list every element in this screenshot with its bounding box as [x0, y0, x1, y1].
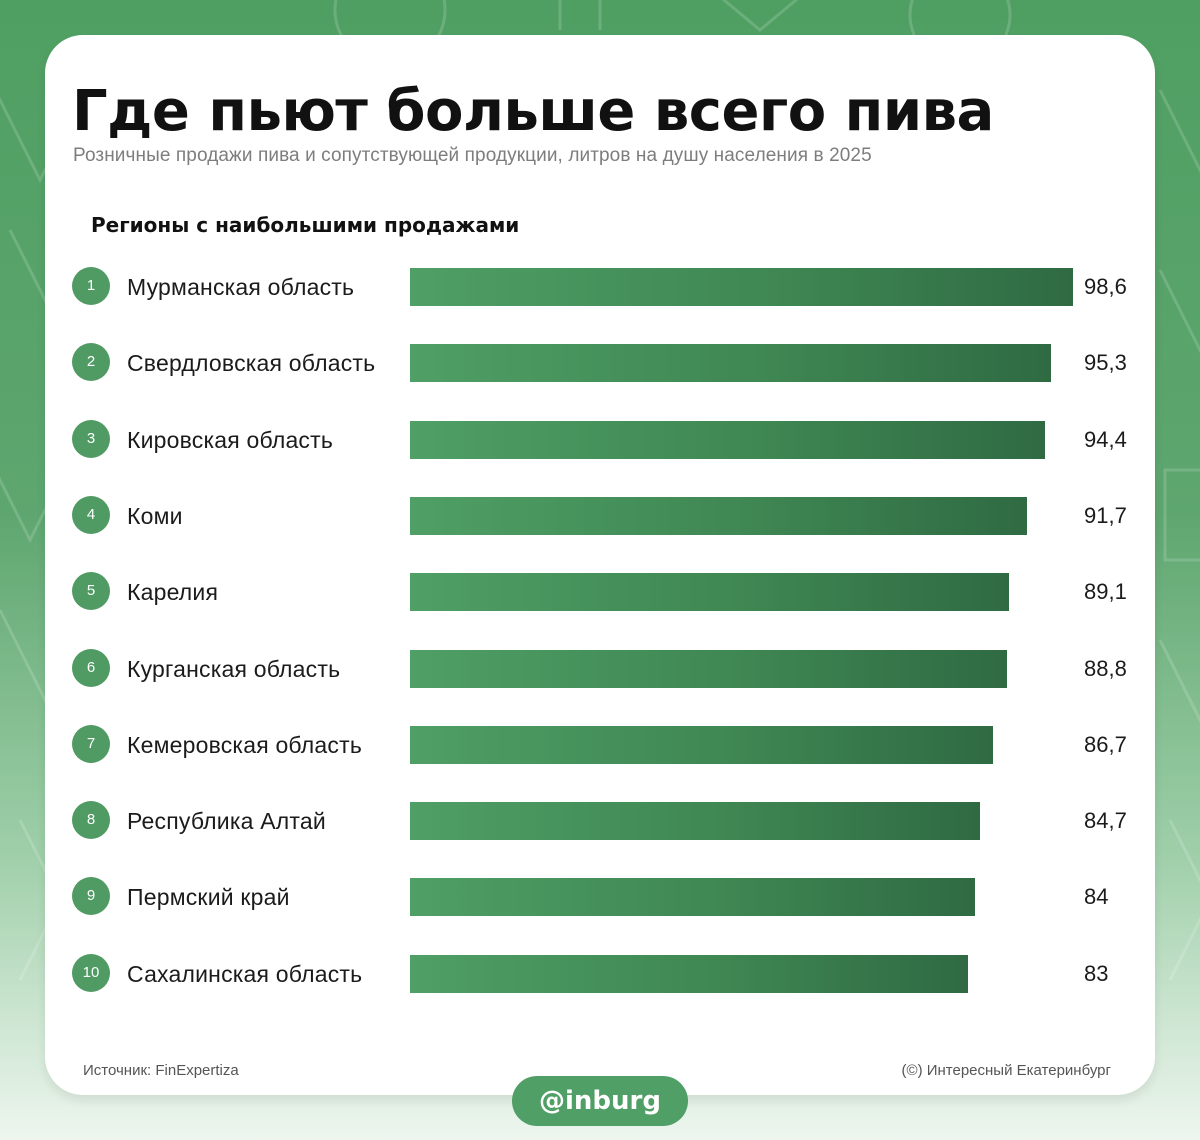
bar — [410, 649, 1008, 688]
bar-row: 4 Коми 91,7 — [45, 495, 1155, 536]
category-label: Свердловская область — [127, 350, 376, 377]
bar — [410, 802, 980, 841]
value-label: 91,7 — [1084, 502, 1127, 528]
value-label: 89,1 — [1084, 579, 1127, 605]
bar — [410, 344, 1051, 383]
source-note: Источник: FinExpertiza — [83, 1062, 239, 1079]
bar-row: 10 Сахалинская область 83 — [45, 953, 1155, 994]
value-label: 95,3 — [1084, 350, 1127, 376]
value-label: 98,6 — [1084, 274, 1127, 299]
category-label: Кемеровская область — [127, 731, 363, 758]
rank-badge: 9 — [72, 877, 110, 916]
value-label: 86,7 — [1084, 731, 1127, 757]
rank-badge: 1 — [72, 267, 110, 305]
value-label: 83 — [1084, 960, 1109, 986]
copyright-note: (©) Интересный Екатеринбург — [901, 1062, 1111, 1079]
bar — [410, 420, 1045, 459]
category-label: Сахалинская область — [127, 960, 363, 987]
category-label: Курганская область — [127, 655, 341, 682]
bar — [410, 268, 1073, 306]
bar-row: 9 Пермский край 84 — [45, 877, 1155, 917]
rank-badge: 7 — [72, 724, 110, 763]
bar — [410, 573, 1010, 612]
value-label: 84,7 — [1084, 808, 1127, 834]
rank-badge: 3 — [72, 419, 110, 458]
bar — [410, 496, 1027, 535]
chart-subtitle: Розничные продажи пива и сопутствующей п… — [73, 145, 872, 166]
rank-badge: 8 — [72, 801, 110, 840]
bar — [410, 725, 993, 764]
bar-row: 8 Республика Алтай 84,7 — [45, 801, 1155, 841]
bar-row: 1 Мурманская область 98,6 — [45, 267, 1155, 307]
chart-title: Где пьют больше всего пива — [72, 79, 994, 144]
category-label: Республика Алтай — [127, 808, 326, 835]
value-label: 94,4 — [1084, 426, 1127, 452]
category-label: Карелия — [127, 579, 219, 606]
rank-badge: 2 — [72, 343, 110, 382]
bar-row: 3 Кировская область 94,4 — [45, 419, 1155, 460]
account-handle-button[interactable]: @inburg — [512, 1076, 688, 1126]
value-label: 84 — [1084, 884, 1109, 910]
rank-badge: 5 — [72, 572, 110, 611]
category-label: Кировская область — [127, 426, 334, 453]
category-label: Коми — [127, 502, 183, 529]
rank-badge: 4 — [72, 495, 110, 534]
category-label: Пермский край — [127, 884, 290, 911]
rank-badge: 6 — [72, 648, 110, 687]
bar-row: 6 Курганская область 88,8 — [45, 648, 1155, 689]
bar-row: 7 Кемеровская область 86,7 — [45, 724, 1155, 765]
category-label: Мурманская область — [127, 274, 355, 300]
bar — [410, 878, 975, 917]
section-label: Регионы с наибольшими продажами — [91, 213, 520, 237]
bar — [410, 954, 969, 993]
rank-badge: 10 — [72, 953, 110, 992]
chart-card: Где пьют больше всего пива Розничные про… — [45, 35, 1155, 1095]
bar-row: 2 Свердловская область 95,3 — [45, 343, 1155, 383]
value-label: 88,8 — [1084, 655, 1127, 681]
bar-row: 5 Карелия 89,1 — [45, 572, 1155, 612]
